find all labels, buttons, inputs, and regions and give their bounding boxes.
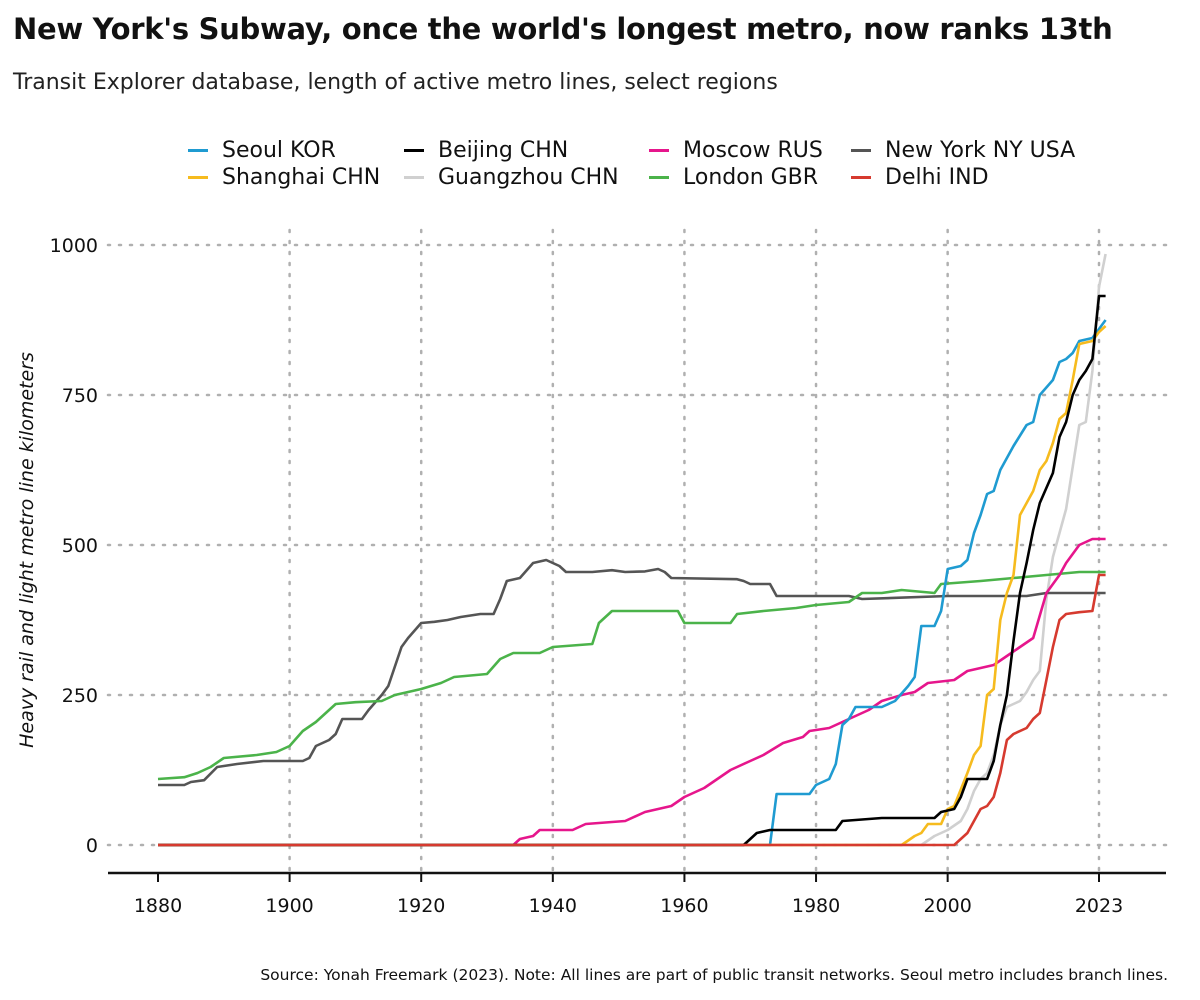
legend-label: Moscow RUS <box>683 138 823 163</box>
legend-swatch <box>188 176 208 179</box>
y-tick-label: 500 <box>62 535 98 557</box>
series-line-london-gbr <box>157 570 1106 781</box>
chart-subtitle: Transit Explorer database, length of act… <box>13 70 778 95</box>
gridlines <box>106 228 1168 875</box>
series-line-seoul-kor <box>158 319 1107 847</box>
legend-label: London GBR <box>683 165 819 190</box>
legend-swatch <box>649 176 669 179</box>
legend-item: Shanghai CHN <box>188 165 404 190</box>
x-tick-label: 1880 <box>134 895 182 917</box>
x-tick-label: 1960 <box>660 895 708 917</box>
legend-swatch <box>404 176 424 179</box>
y-axis-label: Heavy rail and light metro line kilomete… <box>16 352 38 748</box>
series-line-delhi-ind <box>158 573 1106 847</box>
x-tick-label: 1940 <box>529 895 577 917</box>
y-tick-label: 0 <box>86 835 98 857</box>
y-tick-label: 750 <box>62 385 98 407</box>
y-tick-label: 1000 <box>50 235 98 257</box>
legend: Seoul KOR Beijing CHN Moscow RUS New York N… <box>188 138 1075 190</box>
x-tick-label: 2023 <box>1075 895 1123 917</box>
series-line-moscow-rus <box>158 537 1106 847</box>
series-line-shanghai-chn <box>158 325 1107 847</box>
legend-label: Beijing CHN <box>438 138 569 163</box>
x-tick-label: 2000 <box>923 895 971 917</box>
legend-swatch <box>851 149 871 152</box>
x-tick-label: 1980 <box>792 895 840 917</box>
series-line-new-york-ny-usa <box>158 558 1106 787</box>
source-note: Source: Yonah Freemark (2023). Note: All… <box>260 966 1168 984</box>
legend-label: Delhi IND <box>885 165 989 190</box>
legend-item: Beijing CHN <box>404 138 649 163</box>
chart-title: New York's Subway, once the world's long… <box>13 12 1113 46</box>
y-tick-label: 250 <box>62 685 98 707</box>
x-tick-label: 1900 <box>265 895 313 917</box>
legend-label: Seoul KOR <box>222 138 336 163</box>
x-tick-label: 1920 <box>397 895 445 917</box>
legend-label: Shanghai CHN <box>222 165 381 190</box>
series-line-guangzhou-chn <box>158 253 1107 847</box>
legend-item: New York NY USA <box>851 138 1075 163</box>
series-line-beijing-chn <box>158 294 1106 847</box>
legend-item: Moscow RUS <box>649 138 851 163</box>
legend-swatch <box>851 176 871 179</box>
legend-item: Seoul KOR <box>188 138 404 163</box>
series-lines <box>157 253 1107 847</box>
legend-item: Delhi IND <box>851 165 1075 190</box>
legend-swatch <box>649 149 669 152</box>
legend-item: Guangzhou CHN <box>404 165 649 190</box>
legend-label: Guangzhou CHN <box>438 165 619 190</box>
axes: 0 250 500 750 1000 1880 1900 1920 1940 1960 1980 20… <box>50 235 1166 917</box>
legend-swatch <box>404 149 424 152</box>
legend-label: New York NY USA <box>885 138 1076 163</box>
legend-swatch <box>188 149 208 152</box>
legend-item: London GBR <box>649 165 851 190</box>
